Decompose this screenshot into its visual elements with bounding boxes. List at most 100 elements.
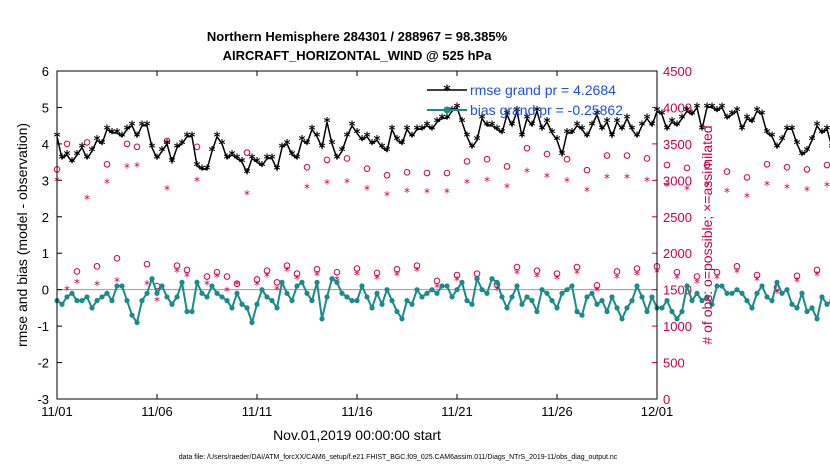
obs-possible-point bbox=[333, 268, 341, 276]
obs-assimilated-point: * bbox=[824, 179, 830, 193]
obs-assimilated-point: * bbox=[644, 174, 650, 188]
obs-assimilated-point: * bbox=[754, 274, 760, 288]
rmse-point: * bbox=[704, 101, 711, 116]
bias-point bbox=[764, 294, 770, 300]
rmse-point: * bbox=[779, 134, 786, 149]
rmse-point: * bbox=[214, 131, 221, 146]
bias-point bbox=[429, 287, 435, 293]
rmse-point: * bbox=[324, 116, 331, 131]
rmse-point: * bbox=[89, 145, 96, 160]
chart-subtitle: AIRCRAFT_HORIZONTAL_WIND @ 525 hPa bbox=[223, 48, 493, 63]
obs-assimilated-point: * bbox=[444, 186, 450, 200]
obs-possible-point bbox=[563, 155, 571, 163]
rmse-point: * bbox=[784, 123, 791, 138]
rmse-point: * bbox=[84, 152, 91, 167]
x-tick-label: 11/11 bbox=[242, 404, 273, 419]
bias-point bbox=[359, 283, 365, 289]
rmse-point: * bbox=[714, 105, 721, 120]
obs-assimilated-point: * bbox=[784, 182, 790, 196]
bias-point bbox=[514, 283, 520, 289]
bias-point bbox=[324, 294, 330, 300]
bias-point bbox=[349, 298, 355, 304]
obs-possible-point bbox=[553, 270, 561, 277]
rmse-point: * bbox=[604, 116, 611, 131]
rmse-point: * bbox=[204, 163, 211, 178]
rmse-point: * bbox=[234, 152, 241, 167]
bias-point bbox=[709, 301, 715, 307]
obs-assimilated-point: * bbox=[404, 185, 410, 199]
rmse-point: * bbox=[474, 134, 481, 149]
bias-point bbox=[504, 305, 510, 311]
rmse-point: * bbox=[609, 131, 616, 146]
bias-point bbox=[779, 290, 785, 296]
bias-point bbox=[64, 294, 70, 300]
obs-assimilated-point: * bbox=[814, 269, 820, 283]
bias-point bbox=[594, 301, 600, 307]
bias-point bbox=[209, 283, 215, 289]
obs-assimilated-point: * bbox=[134, 160, 140, 174]
obs-assimilated-point: * bbox=[664, 179, 670, 193]
rmse-point: * bbox=[729, 109, 736, 124]
rmse-point: * bbox=[664, 123, 671, 138]
obs-assimilated-point: * bbox=[694, 276, 700, 290]
bias-point bbox=[459, 279, 465, 285]
bias-point bbox=[439, 283, 445, 289]
rmse-point: * bbox=[589, 120, 596, 135]
bias-point bbox=[89, 305, 95, 311]
plot-frame bbox=[56, 70, 658, 400]
rmse-point: * bbox=[59, 152, 66, 167]
y2-tick-label: 0 bbox=[663, 392, 670, 407]
obs-assimilated-point: * bbox=[324, 177, 330, 191]
bias-point bbox=[129, 312, 135, 318]
bias-point bbox=[539, 287, 545, 293]
rmse-point: * bbox=[649, 120, 656, 135]
x-axis-label: Nov.01,2019 00:00:00 start bbox=[273, 427, 441, 443]
obs-possible-point bbox=[593, 281, 601, 289]
rmse-point: * bbox=[429, 123, 436, 138]
rmse-point: * bbox=[744, 112, 751, 127]
obs-possible-point bbox=[173, 262, 181, 269]
legend-bias-label: bias grand pr = -0.25862 bbox=[470, 102, 623, 118]
bias-point bbox=[334, 279, 340, 285]
rmse-point: * bbox=[614, 116, 621, 131]
obs-possible-point bbox=[183, 266, 191, 274]
rmse-point: * bbox=[144, 120, 151, 135]
rmse-point: * bbox=[419, 123, 426, 138]
rmse-point: * bbox=[124, 123, 131, 138]
rmse-point: * bbox=[174, 142, 181, 157]
obs-possible-point bbox=[203, 273, 211, 280]
rmse-point: * bbox=[509, 120, 516, 135]
obs-assimilated-point: * bbox=[304, 182, 310, 196]
obs-possible-point bbox=[453, 271, 461, 279]
rmse-point: * bbox=[534, 105, 541, 120]
y-tick-label: 3 bbox=[42, 173, 49, 188]
bias-point bbox=[119, 283, 125, 289]
rmse-point: * bbox=[259, 160, 266, 175]
obs-possible-point bbox=[243, 149, 251, 156]
obs-possible-point bbox=[513, 263, 521, 271]
obs-possible-point bbox=[313, 265, 321, 273]
bias-point bbox=[479, 287, 485, 293]
legend: * rmse grand pr = 4.2684 bias grand pr =… bbox=[427, 82, 623, 118]
bias-point bbox=[424, 290, 430, 296]
obs-assimilated-point: * bbox=[734, 266, 740, 280]
bias-point bbox=[769, 298, 775, 304]
bias-point bbox=[374, 290, 380, 296]
bias-point bbox=[474, 276, 480, 282]
bias-point bbox=[59, 301, 65, 307]
bias-point bbox=[629, 298, 635, 304]
obs-possible-point bbox=[643, 155, 651, 162]
obs-possible-point bbox=[83, 139, 91, 146]
rmse-point: * bbox=[194, 160, 201, 175]
obs-possible-point bbox=[623, 152, 631, 159]
obs-assimilated-point: * bbox=[534, 271, 540, 285]
obs-assimilated-point: * bbox=[614, 271, 620, 285]
obs-possible-point bbox=[683, 164, 691, 172]
rmse-point: * bbox=[789, 123, 796, 138]
bias-point bbox=[274, 305, 280, 311]
obs-possible-point bbox=[323, 156, 331, 164]
rmse-point: * bbox=[69, 156, 76, 171]
obs-possible-point bbox=[753, 271, 761, 279]
bias-point bbox=[739, 290, 745, 296]
bias-point bbox=[154, 290, 160, 296]
